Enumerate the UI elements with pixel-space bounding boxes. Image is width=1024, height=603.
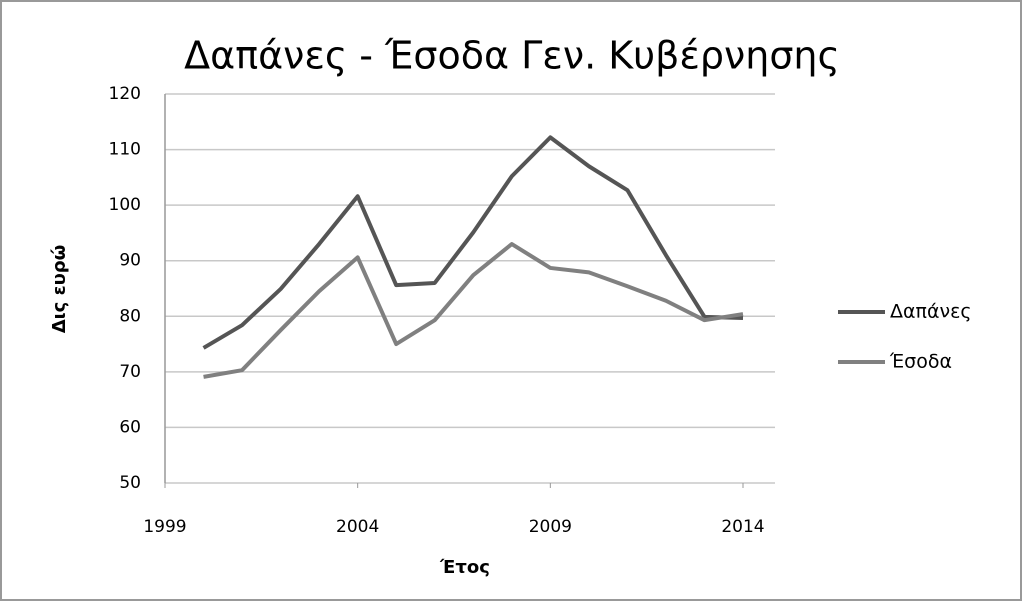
y-tick-label: 90 xyxy=(119,251,141,271)
y-tick-label: 100 xyxy=(109,195,141,215)
chart-title: Δαπάνες - Έσοδα Γεν. Κυβέρνησης xyxy=(184,34,840,78)
y-tick-label: 110 xyxy=(109,140,141,160)
x-tick-label: 1999 xyxy=(143,517,186,537)
y-axis-label: Δις ευρώ xyxy=(49,245,70,334)
y-tick-label: 50 xyxy=(119,473,141,493)
x-tick-label: 2009 xyxy=(529,517,572,537)
y-tick-label: 70 xyxy=(119,362,141,382)
x-tick-label: 2004 xyxy=(336,517,379,537)
x-tick-label: 2014 xyxy=(721,517,764,537)
legend-label: Έσοδα xyxy=(889,351,952,373)
y-tick-label: 80 xyxy=(119,306,141,326)
y-tick-label: 60 xyxy=(119,417,141,437)
data-line xyxy=(203,242,744,379)
x-axis-label: Έτος xyxy=(439,557,490,578)
legend-label: Δαπάνες xyxy=(890,301,972,323)
data-line xyxy=(202,135,744,350)
y-tick-label: 120 xyxy=(109,84,141,104)
